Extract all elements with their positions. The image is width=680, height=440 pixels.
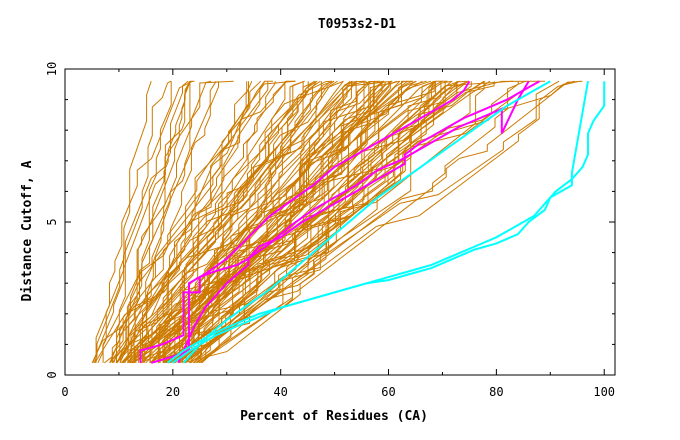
x-tick-label: 0 bbox=[61, 385, 68, 399]
orange-model-line bbox=[95, 80, 172, 363]
orange-model-line bbox=[174, 80, 453, 364]
orange-model-line bbox=[123, 80, 385, 364]
x-tick-label: 40 bbox=[273, 385, 287, 399]
orange-model-line bbox=[201, 80, 380, 364]
x-axis-label: Percent of Residues (CA) bbox=[240, 409, 428, 424]
series-line-cyan-2 bbox=[172, 81, 589, 364]
y-tick-label: 0 bbox=[45, 371, 59, 378]
orange-model-line bbox=[165, 80, 443, 364]
orange-model-line bbox=[130, 80, 367, 363]
orange-model-line bbox=[109, 80, 305, 364]
orange-model-line bbox=[115, 80, 296, 364]
y-axis-label: Distance Cutoff, A bbox=[20, 160, 35, 301]
orange-model-line bbox=[135, 80, 514, 363]
y-tick-label: 10 bbox=[45, 62, 59, 76]
y-tick-label: 5 bbox=[45, 218, 59, 225]
x-tick-label: 20 bbox=[166, 385, 180, 399]
orange-model-line bbox=[183, 80, 469, 364]
orange-model-line bbox=[150, 80, 423, 364]
x-tick-label: 100 bbox=[593, 385, 615, 399]
orange-model-line bbox=[197, 81, 472, 363]
orange-model-line bbox=[111, 81, 269, 363]
orange-model-line bbox=[116, 80, 217, 363]
orange-model-line bbox=[104, 80, 189, 364]
orange-model-line bbox=[102, 81, 172, 363]
orange-model-line bbox=[190, 80, 485, 364]
orange-model-line bbox=[139, 80, 331, 364]
orange-model-line bbox=[121, 80, 315, 364]
orange-model-line bbox=[163, 81, 495, 364]
orange-model-line bbox=[133, 80, 400, 364]
orange-model-line bbox=[141, 81, 286, 364]
series-line-magenta-2 bbox=[151, 80, 471, 364]
series-group bbox=[139, 80, 606, 364]
orange-model-line bbox=[150, 80, 318, 364]
orange-model-line bbox=[149, 80, 417, 363]
orange-model-line bbox=[111, 80, 234, 364]
chart-title: T0953s2-D1 bbox=[318, 17, 396, 32]
orange-model-line bbox=[163, 80, 452, 363]
orange-model-line bbox=[93, 81, 152, 363]
orange-model-line bbox=[130, 80, 397, 364]
x-tick-label: 60 bbox=[381, 385, 395, 399]
orange-model-line bbox=[151, 80, 365, 364]
orange-model-line bbox=[130, 80, 321, 364]
series-line-cyan-3 bbox=[182, 80, 551, 364]
orange-model-line bbox=[116, 81, 304, 364]
orange-model-line bbox=[178, 80, 353, 364]
orange-model-line bbox=[139, 80, 357, 363]
x-tick-label: 80 bbox=[489, 385, 503, 399]
axes: 0 20 40 60 80 100 0 5 10 bbox=[45, 62, 615, 399]
series-line-cyan-1 bbox=[166, 81, 606, 364]
orange-model-line bbox=[153, 81, 442, 364]
orange-model-line bbox=[92, 81, 190, 363]
series-line-magenta-3 bbox=[177, 80, 530, 364]
orange-model-line bbox=[109, 80, 332, 364]
series-line-magenta-1 bbox=[139, 80, 540, 363]
orange-series-group bbox=[91, 80, 583, 364]
orange-model-line bbox=[127, 81, 322, 363]
